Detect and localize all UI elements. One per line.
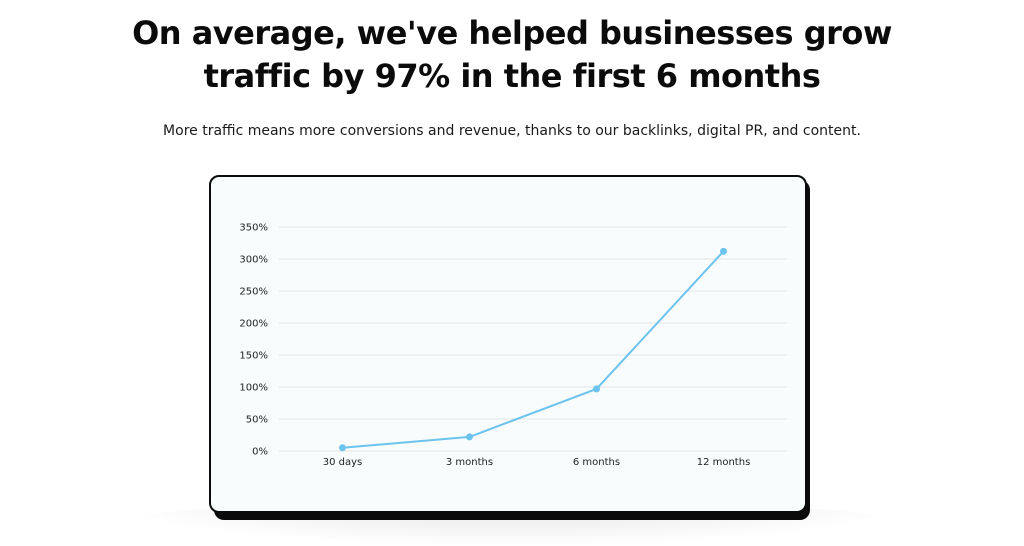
traffic-growth-chart: 0% 50% 100% 150% 200% 250% 300% 350% 30 days 3 m…	[239, 223, 787, 468]
y-tick-label: 0%	[252, 447, 268, 458]
x-tick-label: 3 months	[446, 457, 493, 468]
y-tick-label: 150%	[239, 351, 268, 362]
chart-card	[209, 175, 807, 513]
grid-lines	[279, 226, 787, 452]
data-point	[339, 444, 346, 452]
y-tick-label: 250%	[239, 287, 268, 298]
y-tick-label: 50%	[246, 415, 268, 426]
x-tick-label: 6 months	[573, 457, 620, 468]
headline-line-2: traffic by 97% in the first 6 months	[203, 57, 821, 95]
data-point	[593, 385, 600, 393]
x-tick-label: 12 months	[697, 457, 751, 468]
y-tick-label: 100%	[239, 383, 268, 394]
page-headline: On average, we've helped businesses grow…	[0, 12, 1024, 98]
y-tick-label: 300%	[239, 255, 268, 266]
data-point	[466, 433, 473, 441]
x-tick-label: 30 days	[323, 457, 363, 468]
y-tick-label: 350%	[239, 223, 268, 234]
series-line	[342, 250, 725, 449]
y-axis-labels: 0% 50% 100% 150% 200% 250% 300% 350%	[239, 223, 268, 458]
x-axis-labels: 30 days 3 months 6 months 12 months	[323, 457, 751, 468]
data-point	[720, 247, 727, 255]
series-layer	[339, 247, 727, 452]
y-tick-label: 200%	[239, 319, 268, 330]
headline-line-1: On average, we've helped businesses grow	[132, 14, 892, 52]
page-subheading: More traffic means more conversions and …	[163, 123, 861, 139]
